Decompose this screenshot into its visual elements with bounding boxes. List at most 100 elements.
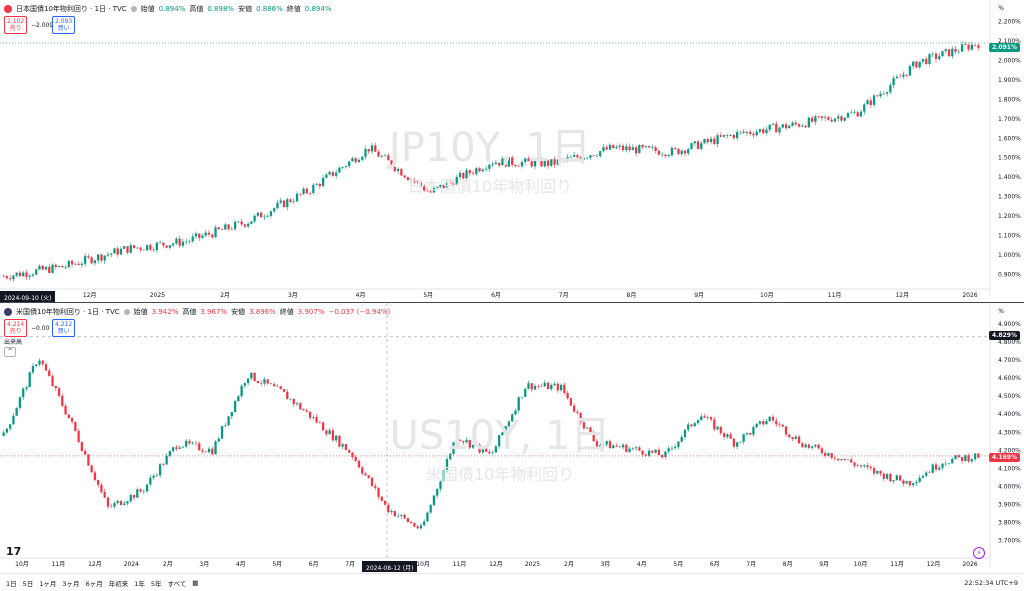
jp10y-chart-pane[interactable]: 2.200% 2.100% 2.000% 1.900% 1.800% 1.700% 1.60… [0,0,1024,303]
candle-body [928,472,931,474]
range-ytd[interactable]: 年初来 [108,579,129,588]
us10y-sell-button[interactable]: 4.214 売り [4,319,28,337]
candle-body [755,423,758,428]
candle [810,446,814,450]
candle-body [61,395,64,406]
candle-body [771,123,775,125]
us10y-buy-button[interactable]: 4.212 買い [52,319,76,337]
candle [843,458,846,461]
candle [749,129,752,136]
ohlc-change: −0.037 (−0.94%) [328,308,391,316]
lightning-icon[interactable]: ⚡ [973,547,985,559]
candle [719,426,722,436]
candle [77,428,80,443]
candle [592,155,595,157]
candle [162,242,165,249]
candle [478,442,481,455]
candle-body [211,234,214,238]
candle [628,143,631,153]
candle [351,451,354,460]
candle-body [18,272,22,277]
ohlc-low-label: 安値 [238,5,253,13]
candle [318,421,321,424]
candle-body [843,117,846,121]
calendar-icon[interactable]: ▦ [192,578,199,587]
us10y-chart-pane[interactable]: 4.900% 4.800% 4.700% 4.600% 4.500% 4.400% 4.30… [0,303,1024,572]
volume-label[interactable]: 出来高 [4,339,23,346]
candle [494,159,498,165]
candle [912,482,915,487]
candle-body [517,397,520,411]
candle-body [442,184,445,188]
candle [97,253,100,264]
candle [328,427,331,435]
candle-body [377,487,380,497]
candle-body [602,147,605,152]
us10y-title[interactable]: 米国債10年物利回り · 1日 · TVC [16,308,120,316]
candle [149,474,152,487]
candle [2,274,5,277]
candle [941,51,944,57]
candle-body [103,491,106,498]
candle-body [331,172,335,176]
candle-body [892,480,895,482]
candle [494,445,498,453]
candle-body [240,385,243,397]
candle-body [318,183,321,187]
candle [286,389,289,400]
candle-body [15,407,18,416]
range-1y[interactable]: 1年 [134,579,145,588]
ohlc-close-value: 3.907% [297,308,325,316]
candle [488,449,491,455]
candle [814,114,817,125]
candle-body [934,53,938,59]
candle-body [400,168,403,176]
eye-icon[interactable] [123,309,130,315]
candle [61,393,64,408]
eye-icon[interactable] [130,6,137,12]
jp10y-buy-button[interactable]: 2.093 買い [52,16,76,34]
tradingview-logo-icon[interactable]: 17 [6,545,22,558]
candle-body [15,272,18,276]
candle [902,71,905,79]
candle [237,394,240,402]
ohlc-high-label: 高値 [182,308,197,316]
candle [947,462,951,465]
candle-body [755,131,758,136]
candle-body [589,427,592,433]
range-6m[interactable]: 6ヶ月 [85,579,103,588]
candle [563,158,566,163]
candle-body [57,265,61,267]
jp10y-sell-button[interactable]: 2.102 売り [4,16,28,34]
candle-body [465,440,468,443]
candle [960,41,964,52]
candle-body [722,433,726,437]
candle-body [846,113,850,118]
candle [634,145,638,157]
candle [158,240,162,244]
jp10y-title[interactable]: 日本国債10年物利回り · 1日 · TVC [16,5,127,13]
candle [436,186,439,190]
range-5d[interactable]: 5日 [22,579,34,588]
candle [331,427,335,442]
time-axis-tick: 9月 [694,292,704,299]
time-axis-tick: 5月 [272,561,282,568]
candle [661,151,664,157]
candle-body [132,245,136,248]
range-5y[interactable]: 5年 [150,579,162,588]
range-all[interactable]: すべて [167,579,187,588]
chevron-up-icon[interactable]: ^ [4,347,16,357]
price-axis-tick: 3.900% [998,501,1021,508]
range-1m[interactable]: 1ヶ月 [39,579,57,588]
range-1d[interactable]: 1日 [6,579,17,588]
range-3m[interactable]: 3ヶ月 [62,579,80,588]
candle-body [530,383,533,390]
candle [755,423,758,429]
jp10y-chart-svg[interactable]: 2.200% 2.100% 2.000% 1.900% 1.800% 1.700% 1.60… [0,0,1024,302]
candle-body [445,181,449,188]
us10y-chart-svg[interactable]: 4.900% 4.800% 4.700% 4.600% 4.500% 4.400% 4.30… [0,303,1024,572]
candle [586,156,589,160]
candle-body [762,421,765,425]
candle-body [214,441,217,455]
candle [325,429,328,437]
